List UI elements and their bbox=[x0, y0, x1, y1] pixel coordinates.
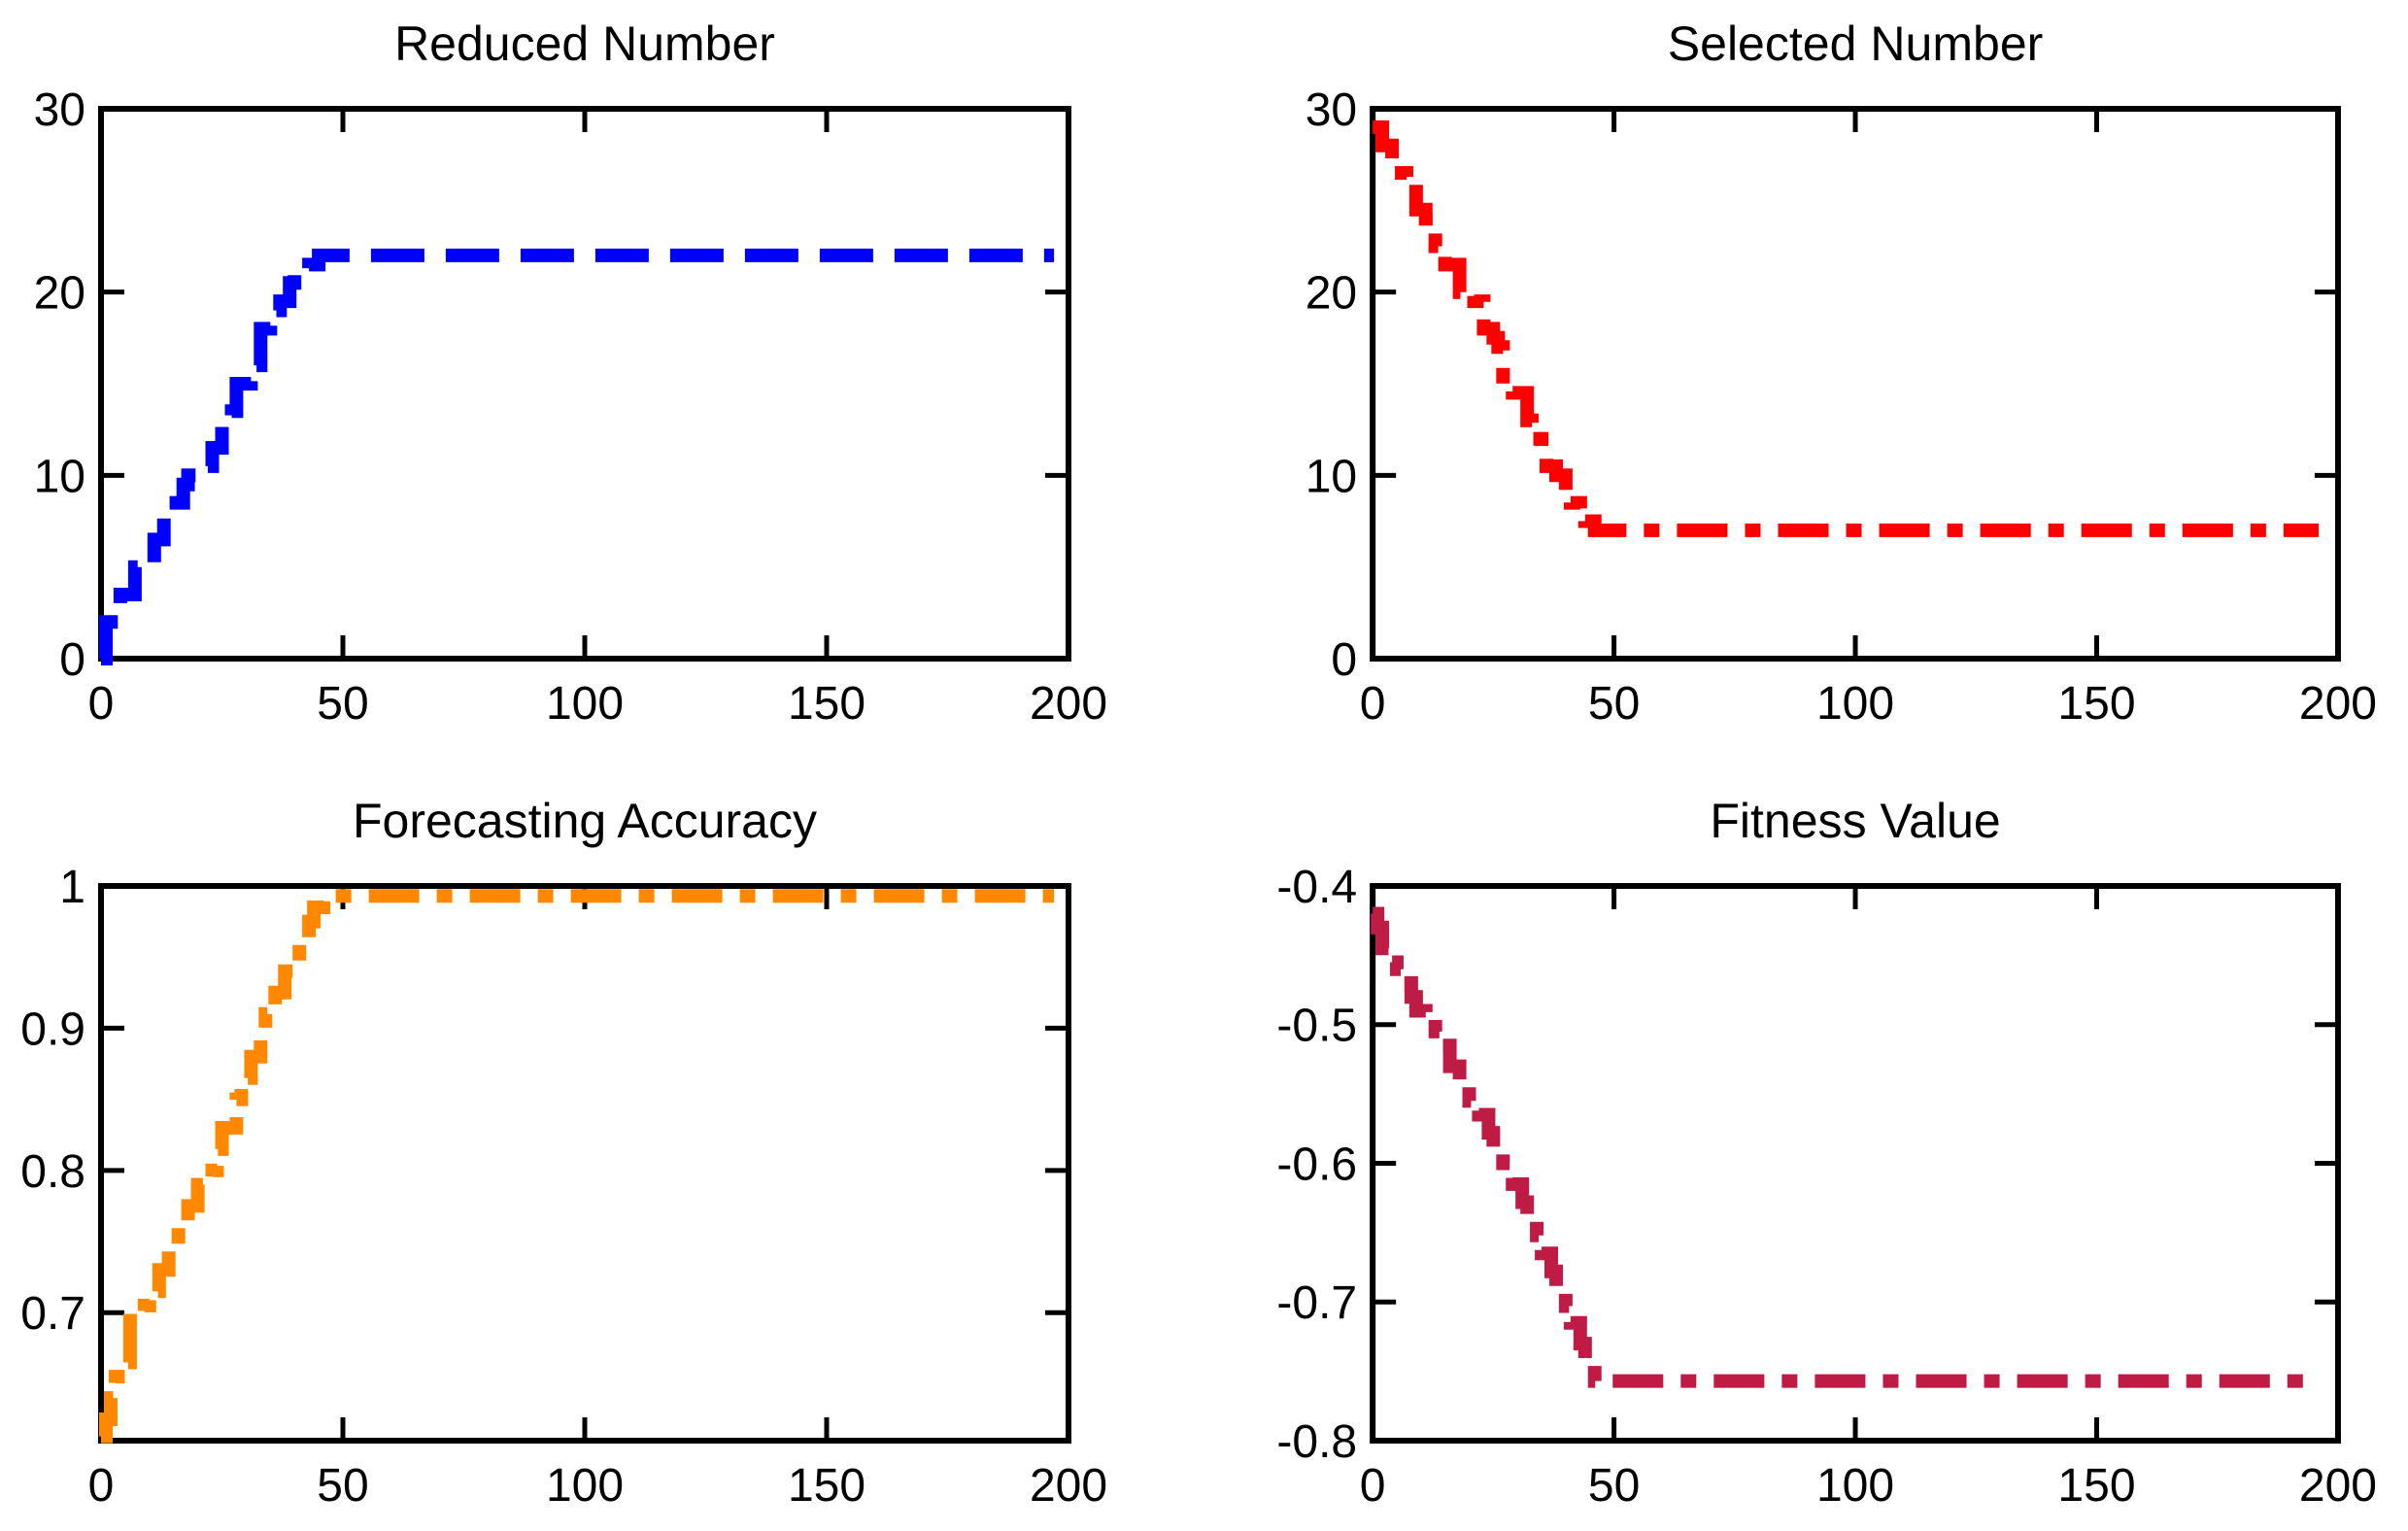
plot-box bbox=[1370, 883, 2341, 1444]
chart-title: Reduced Number bbox=[394, 17, 775, 71]
chart-cell-reduced-number: Reduced Number 0 50 100 150 200 0 10 20 30 bbox=[0, 0, 1204, 766]
chart-cell-selected-number: Selected Number 0 50 100 150 200 0 10 20 30 bbox=[1204, 0, 2408, 766]
x-tick-label: 0 bbox=[88, 1460, 115, 1512]
series-line bbox=[99, 889, 1055, 1444]
chart-selected-number: Selected Number 0 50 100 150 200 0 10 20 30 bbox=[1306, 17, 2377, 730]
x-tick-label: 50 bbox=[317, 678, 368, 730]
y-tick-label: 0 bbox=[1331, 634, 1357, 686]
x-tick-label: 50 bbox=[1588, 678, 1640, 730]
y-tick-label: 0 bbox=[59, 634, 85, 686]
y-tick-label: 30 bbox=[34, 85, 85, 136]
x-tick-label: 150 bbox=[788, 1460, 865, 1512]
y-tick-label: -0.6 bbox=[1276, 1140, 1357, 1191]
x-tick-label: 100 bbox=[1816, 678, 1894, 730]
chart-cell-fitness-value: Fitness Value 0 50 100 150 200 -0.8 -0.7 -0.6 -0… bbox=[1204, 766, 2408, 1531]
x-tick-label: 0 bbox=[1360, 1460, 1386, 1512]
chart-title: Selected Number bbox=[1668, 17, 2044, 71]
plot-box bbox=[98, 883, 1071, 1444]
chart-fitness-value: Fitness Value 0 50 100 150 200 -0.8 -0.7 -0.6 -0… bbox=[1276, 794, 2377, 1512]
y-tick-label: 30 bbox=[1306, 85, 1357, 136]
series-line bbox=[99, 248, 1055, 665]
series-line bbox=[1371, 906, 2320, 1388]
x-tick-label: 50 bbox=[317, 1460, 368, 1512]
chart-forecasting-accuracy: Forecasting Accuracy 0 50 100 150 200 0.7 0.8 0… bbox=[20, 794, 1107, 1512]
x-tick-label: 100 bbox=[1816, 1460, 1894, 1512]
y-tick-label: 10 bbox=[1306, 451, 1357, 502]
x-tick-label: 100 bbox=[546, 678, 624, 730]
x-tick-label: 150 bbox=[788, 678, 865, 730]
chart-title: Forecasting Accuracy bbox=[353, 794, 817, 848]
chart-reduced-number: Reduced Number 0 50 100 150 200 0 10 20 30 bbox=[34, 17, 1107, 730]
chart-cell-forecasting-accuracy: Forecasting Accuracy 0 50 100 150 200 0.7 0.8 0… bbox=[0, 766, 1204, 1531]
x-tick-label: 200 bbox=[1030, 1460, 1107, 1512]
y-tick-label: 20 bbox=[34, 268, 85, 320]
y-tick-label: -0.7 bbox=[1276, 1277, 1357, 1329]
y-tick-label: -0.8 bbox=[1276, 1416, 1357, 1468]
series-line bbox=[1373, 119, 2320, 537]
x-tick-label: 150 bbox=[2057, 1460, 2135, 1512]
y-tick-label: 20 bbox=[1306, 268, 1357, 320]
y-tick-label: -0.4 bbox=[1276, 862, 1357, 913]
x-tick-label: 100 bbox=[546, 1460, 624, 1512]
y-tick-label: 0.8 bbox=[20, 1146, 85, 1198]
y-tick-label: -0.5 bbox=[1276, 1001, 1357, 1052]
plot-box bbox=[1370, 106, 2341, 662]
x-tick-label: 0 bbox=[1360, 678, 1386, 730]
y-tick-label: 0.7 bbox=[20, 1288, 85, 1340]
y-tick-label: 10 bbox=[34, 451, 85, 502]
y-tick-label: 0.9 bbox=[20, 1004, 85, 1055]
x-tick-label: 200 bbox=[2299, 678, 2377, 730]
x-tick-label: 200 bbox=[2299, 1460, 2377, 1512]
x-tick-label: 150 bbox=[2057, 678, 2135, 730]
chart-title: Fitness Value bbox=[1710, 794, 2000, 848]
x-tick-label: 50 bbox=[1588, 1460, 1640, 1512]
y-tick-label: 1 bbox=[59, 862, 85, 913]
x-tick-label: 200 bbox=[1030, 678, 1107, 730]
x-tick-label: 0 bbox=[88, 678, 115, 730]
